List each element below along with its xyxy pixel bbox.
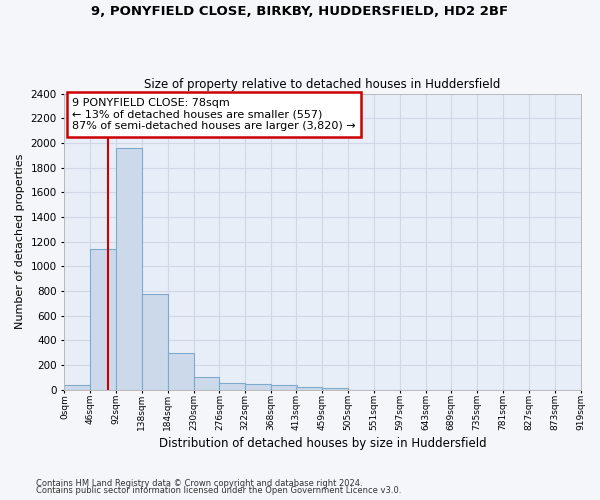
Text: Contains public sector information licensed under the Open Government Licence v3: Contains public sector information licen… xyxy=(36,486,401,495)
Bar xyxy=(142,294,168,390)
Bar xyxy=(116,148,142,390)
Bar xyxy=(322,388,348,390)
Title: Size of property relative to detached houses in Huddersfield: Size of property relative to detached ho… xyxy=(144,78,500,91)
Bar xyxy=(64,385,90,390)
Text: Contains HM Land Registry data © Crown copyright and database right 2024.: Contains HM Land Registry data © Crown c… xyxy=(36,478,362,488)
Bar xyxy=(194,376,220,390)
X-axis label: Distribution of detached houses by size in Huddersfield: Distribution of detached houses by size … xyxy=(158,437,486,450)
Y-axis label: Number of detached properties: Number of detached properties xyxy=(15,154,25,329)
Text: 9, PONYFIELD CLOSE, BIRKBY, HUDDERSFIELD, HD2 2BF: 9, PONYFIELD CLOSE, BIRKBY, HUDDERSFIELD… xyxy=(91,5,509,18)
Text: 9 PONYFIELD CLOSE: 78sqm
← 13% of detached houses are smaller (557)
87% of semi-: 9 PONYFIELD CLOSE: 78sqm ← 13% of detach… xyxy=(72,98,356,131)
Bar xyxy=(271,385,297,390)
Bar xyxy=(245,384,271,390)
Bar xyxy=(220,384,245,390)
Bar xyxy=(296,387,322,390)
Bar xyxy=(168,352,194,390)
Bar xyxy=(90,249,116,390)
